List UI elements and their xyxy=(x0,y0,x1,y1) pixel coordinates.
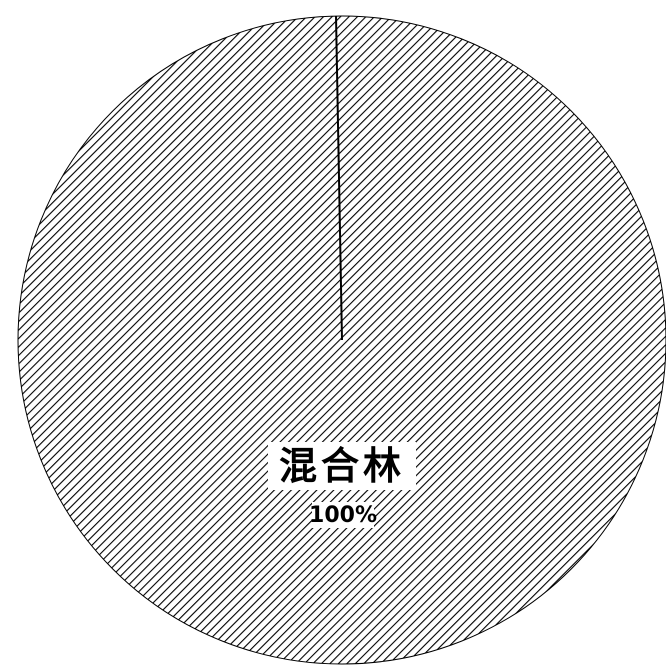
pie-labels: 混合林 100% xyxy=(268,442,416,528)
slice-label: 混合林 xyxy=(279,444,405,488)
slice-boundary-line xyxy=(335,15,343,341)
slice-label-background xyxy=(268,442,416,490)
pie-slices xyxy=(17,15,666,665)
slice-value-background xyxy=(312,502,374,528)
slice-value-label: 100% xyxy=(309,503,377,528)
